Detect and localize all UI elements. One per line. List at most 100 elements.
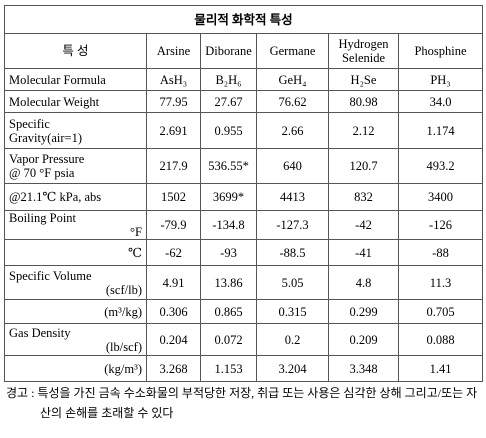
row-label: Molecular Weight [4, 90, 147, 113]
title-row: 물리적 화학적 특성 [3, 5, 484, 34]
row-label: Gas Density (lb/scf) [4, 323, 147, 356]
row-label: Specific Gravity(air=1) [4, 112, 147, 149]
data-row: Specific Volume (scf/lb) 4.91 13.86 5.05 4.8 1… [4, 265, 484, 300]
header-cell: Hydrogen Selenide [328, 33, 399, 69]
value-cell: H₂Se [328, 68, 399, 91]
label-line: Specific Volume [9, 268, 92, 283]
row-label: (m³/kg) [4, 299, 147, 324]
value-cell: -79.9 [146, 210, 201, 240]
data-row: (kg/m³) 3.268 1.153 3.204 3.348 1.41 [4, 355, 484, 382]
value-cell: 0.209 [328, 323, 399, 356]
row-label: (kg/m³) [4, 355, 147, 382]
value-cell: 27.67 [200, 90, 257, 113]
table-wrap: 물리적 화학적 특성 특 성 Arsine Diborane Germane Hydrog… [3, 5, 484, 382]
value-cell: 0.2 [256, 323, 329, 356]
label-line: Vapor Pressure [9, 152, 85, 166]
unit: °F [130, 225, 142, 239]
unit: ℃ [128, 245, 142, 260]
value-cell: 832 [328, 183, 399, 211]
row-label: Boiling Point °F [4, 210, 147, 240]
value-cell: AsH₃ [146, 68, 201, 91]
value-cell: 11.3 [397, 265, 484, 300]
warning-body: 경고 : 특성을 가진 금속 수소화물의 부적당한 저장, 취급 또는 사용은 … [6, 383, 480, 423]
value-cell: 13.86 [200, 265, 257, 300]
properties-table: 물리적 화학적 특성 특 성 Arsine Diborane Germane Hydrog… [3, 5, 484, 382]
value-cell: -134.8 [200, 210, 257, 240]
value-cell: 0.306 [146, 299, 201, 324]
value-cell: 4413 [256, 183, 329, 211]
label-line: Gravity(air=1) [9, 130, 82, 145]
value-cell: 536.55* [200, 148, 257, 184]
data-row: ℃ -62 -93 -88.5 -41 -88 [4, 239, 484, 266]
data-row: Gas Density (lb/scf) 0.204 0.072 0.2 0.209 0.0… [4, 323, 484, 356]
value-cell: 2.691 [146, 112, 201, 149]
value-cell: -62 [146, 239, 201, 266]
value-cell: 0.705 [397, 299, 484, 324]
value-cell: 1.174 [397, 112, 484, 149]
header-row: 특 성 Arsine Diborane Germane Hydrogen Selenid… [4, 33, 484, 69]
value-cell: 3699* [200, 183, 257, 211]
label-line: @ 70 °F psia [9, 166, 75, 180]
warning-text: 특성을 가진 금속 수소화물의 부적당한 저장, 취급 또는 사용은 심각한 상… [37, 386, 478, 420]
value-cell: 3400 [397, 183, 484, 211]
value-cell: 0.315 [256, 299, 329, 324]
value-cell: 3.268 [146, 355, 201, 382]
value-cell: -127.3 [256, 210, 329, 240]
value-cell: -42 [328, 210, 399, 240]
value-cell: 0.072 [200, 323, 257, 356]
value-cell: 3.348 [328, 355, 399, 382]
value-cell: 0.088 [397, 323, 484, 356]
unit: (kg/m³) [104, 361, 142, 376]
data-row: Specific Gravity(air=1) 2.691 0.955 2.66 2.12… [4, 112, 484, 149]
value-cell: 3.204 [256, 355, 329, 382]
header-cell: Germane [256, 33, 329, 69]
value-cell: 76.62 [256, 90, 329, 113]
value-cell: PH₃ [397, 68, 484, 91]
data-row: Boiling Point °F -79.9 -134.8 -127.3 -42 -126 [4, 210, 484, 240]
data-row: (m³/kg) 0.306 0.865 0.315 0.299 0.705 [4, 299, 484, 324]
data-row: Vapor Pressure @ 70 °F psia 217.9 536.55* 64… [4, 148, 484, 184]
label-line: @21.1℃ kPa, abs [9, 190, 102, 204]
data-row: Molecular Formula AsH₃ B₂H₆ GeH₄ H₂Se PH₃ [4, 68, 484, 91]
value-cell: 2.12 [328, 112, 399, 149]
label-line: Boiling Point [9, 211, 77, 225]
row-label: ℃ [4, 239, 147, 266]
value-cell: 0.204 [146, 323, 201, 356]
value-cell: 493.2 [397, 148, 484, 184]
header-cell: Phosphine [397, 33, 484, 69]
value-cell: 0.299 [328, 299, 399, 324]
unit: (scf/lb) [105, 282, 142, 297]
value-cell: 217.9 [146, 148, 201, 184]
value-cell: 0.865 [200, 299, 257, 324]
value-cell: 1.153 [200, 355, 257, 382]
data-row: @21.1℃ kPa, abs 1502 3699* 4413 832 3400 [4, 183, 484, 211]
row-label: Specific Volume (scf/lb) [4, 265, 147, 300]
data-row: Molecular Weight 77.95 27.67 76.62 80.98 34.0 [4, 90, 484, 113]
value-cell: 0.955 [200, 112, 257, 149]
label-line: Molecular Formula [9, 72, 106, 87]
value-cell: -41 [328, 239, 399, 266]
value-cell: 2.66 [256, 112, 329, 149]
value-cell: B₂H₆ [200, 68, 257, 91]
header-cell: 특 성 [4, 33, 147, 69]
label-line: Gas Density [9, 325, 71, 340]
label-line: Specific [9, 116, 50, 131]
value-cell: 80.98 [328, 90, 399, 113]
value-cell: 77.95 [146, 90, 201, 113]
value-cell: 4.91 [146, 265, 201, 300]
unit: (lb/scf) [105, 339, 142, 354]
value-cell: 640 [256, 148, 329, 184]
value-cell: 1.41 [397, 355, 484, 382]
label-line: Molecular Weight [9, 94, 100, 109]
row-label: @21.1℃ kPa, abs [4, 183, 147, 211]
value-cell: GeH₄ [256, 68, 329, 91]
value-cell: 1502 [146, 183, 201, 211]
header-cell: Diborane [200, 33, 257, 69]
value-cell: -93 [200, 239, 257, 266]
value-cell: -88.5 [256, 239, 329, 266]
unit: (m³/kg) [104, 304, 142, 319]
warning-prefix: 경고 : [6, 386, 35, 400]
row-label: Molecular Formula [4, 68, 147, 91]
row-label: Vapor Pressure @ 70 °F psia [4, 148, 147, 184]
